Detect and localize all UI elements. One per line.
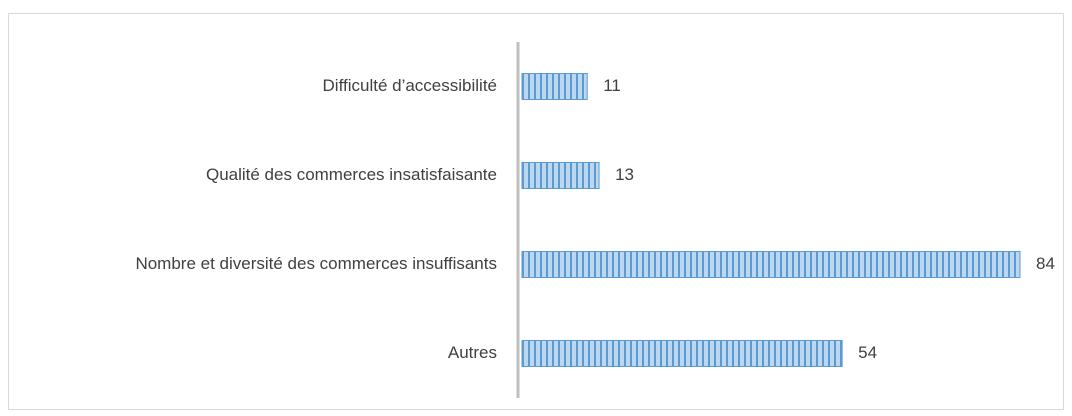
y-tick-label: Autres <box>448 343 497 362</box>
y-tick-label: Qualité des commerces insatisfaisante <box>206 165 497 184</box>
data-label: 11 <box>603 76 621 95</box>
y-tick-label: Difficulté d’accessibilité <box>323 76 497 95</box>
data-label: 54 <box>858 343 877 362</box>
bar <box>521 162 600 189</box>
bar <box>521 251 1021 278</box>
data-label: 13 <box>615 165 634 184</box>
y-tick-label: Nombre et diversité des commerces insuff… <box>135 254 497 273</box>
bar <box>521 73 588 100</box>
data-label: 84 <box>1036 254 1055 273</box>
bar <box>521 340 843 367</box>
